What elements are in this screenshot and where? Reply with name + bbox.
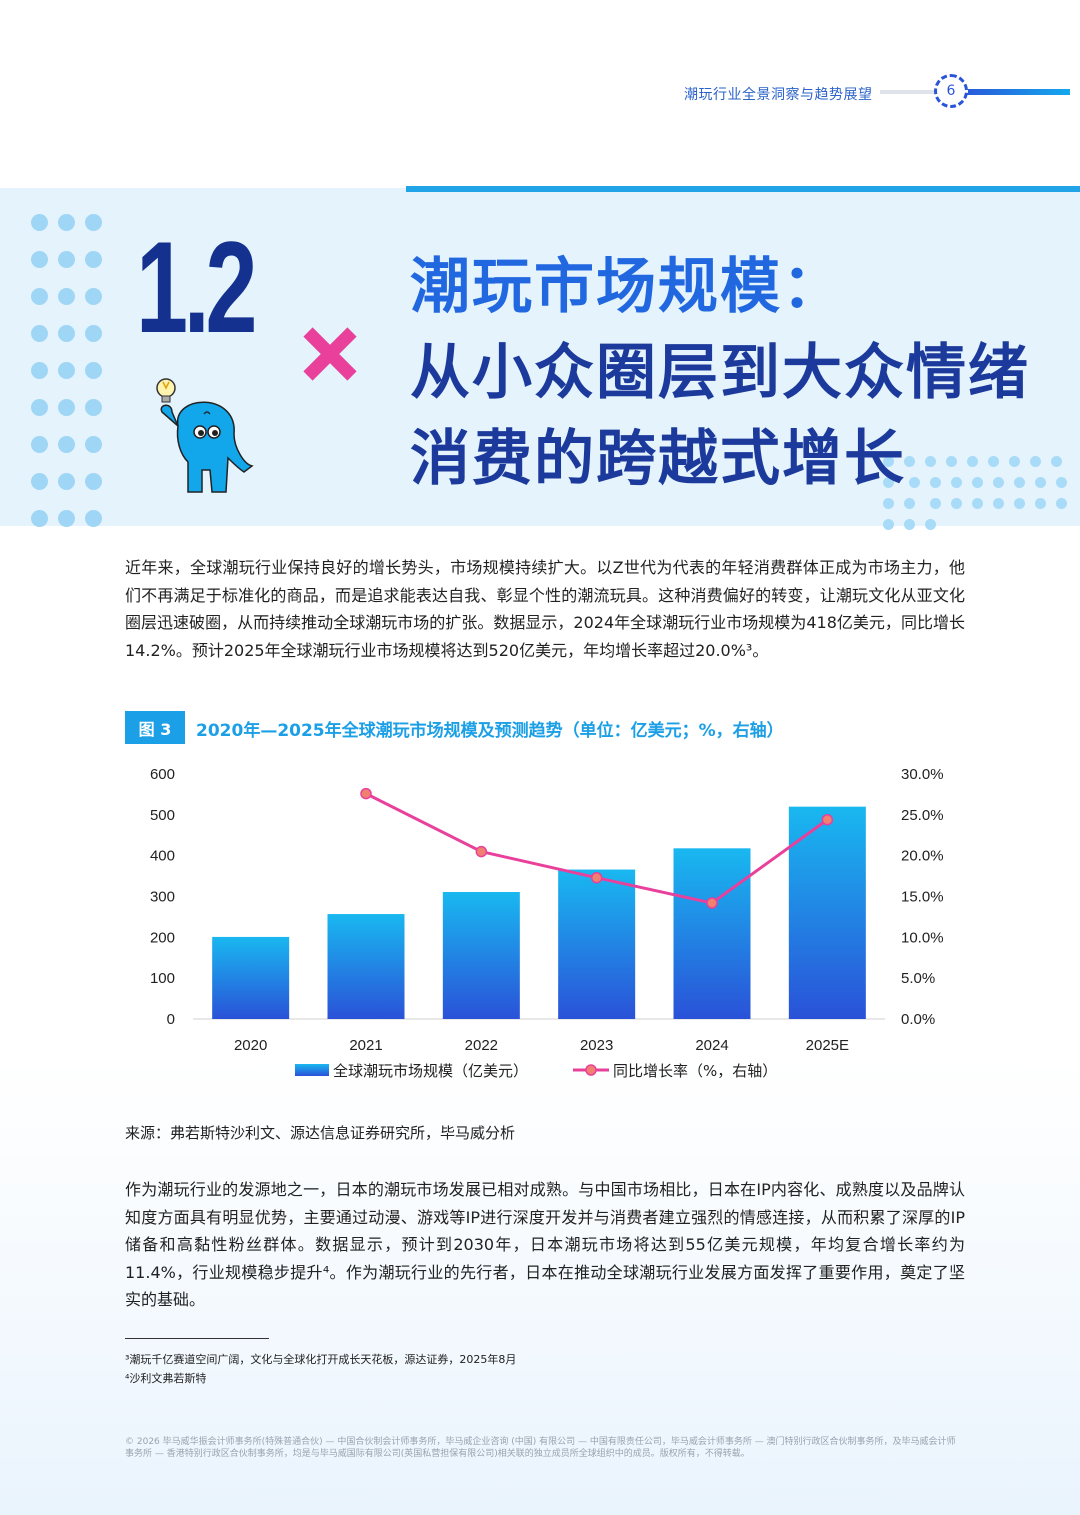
y-left-tick-label: 200 [150,929,175,946]
bar [212,936,290,1019]
footnote-3: ³潮玩千亿赛道空间广阔，文化与全球化打开成长天花板，源达证券，2025年8月 [125,1353,517,1366]
y-right-tick-label: 30.0% [901,766,944,783]
y-left-tick-label: 500 [150,807,175,824]
growth-rate-point [590,871,603,884]
x-tick-label: 2023 [580,1037,613,1054]
legend-bar-label: 全球潮玩市场规模（亿美元） [333,1062,528,1080]
mascot-illustration [156,378,254,493]
y-left-tick-label: 300 [150,889,175,906]
cross-icon [303,327,357,381]
x-tick-label: 2024 [695,1037,728,1054]
decorative-dots-right [878,456,1078,540]
intro-paragraph: 近年来，全球潮玩行业保持良好的增长势头，市场规模持续扩大。以Z世代为代表的年轻消… [125,558,965,660]
growth-rate-point [360,787,372,800]
y-left-tick-label: 400 [150,848,175,865]
footnote-divider [125,1338,269,1339]
legend-bar-swatch [295,1064,329,1076]
section-title: 潮玩市场规模： 从小众圈层到大众情绪 消费的跨越式增长 [410,244,1030,502]
y-right-tick-label: 0.0% [901,1011,935,1028]
running-header-title: 潮玩行业全景洞察与趋势展望 [684,87,873,103]
y-left-tick-label: 600 [150,766,175,783]
page-number: 6 [934,74,968,108]
legal-notice: © 2026 毕马威华振会计师事务所(特殊普通合伙) — 中国合伙制会计师事务所… [125,1437,956,1459]
legend-line-label: 同比增长率（%，右轴） [613,1062,777,1080]
x-tick-label: 2021 [349,1037,382,1054]
section-title-line2: 从小众圈层到大众情绪 [410,338,1030,408]
decorative-dots-left [26,214,110,547]
bar [673,848,751,1019]
y-right-tick-label: 15.0% [901,889,944,906]
hero-accent-bar [406,186,1080,192]
growth-rate-point [821,813,834,826]
x-tick-label: 2020 [234,1037,267,1054]
y-left-tick-label: 0 [167,1011,175,1028]
section-title-line3: 消费的跨越式增长 [410,424,906,494]
growth-rate-point [706,897,718,909]
section-title-line1: 潮玩市场规模： [410,252,844,322]
bar [442,892,520,1019]
section-hero [0,188,1080,526]
y-right-tick-label: 25.0% [901,807,944,824]
bar [788,806,866,1019]
y-right-tick-label: 20.0% [901,848,944,865]
x-tick-label: 2022 [465,1037,498,1054]
market-size-chart: 0 100 200 300 400 500 600 0.0% 5.0% 10.0% 15.0% 20.… [150,766,944,1080]
header-divider [880,90,940,94]
figure-source: 来源：弗若斯特沙利文、源达信息证券研究所，毕马威分析 [125,1124,516,1142]
bar [327,914,405,1019]
x-tick-label: 2025E [806,1037,849,1054]
legend-line-marker [585,1064,597,1076]
section-number: 1.2 [136,214,257,360]
figure-label: 图 3 [125,711,185,744]
bar [558,869,636,1019]
y-right-tick-label: 5.0% [901,970,935,987]
y-left-tick-label: 100 [150,970,175,987]
y-right-tick-label: 10.0% [901,929,944,946]
header-accent-bar [960,89,1070,95]
growth-rate-point [475,845,488,858]
japan-paragraph: 作为潮玩行业的发源地之一，日本的潮玩市场发展已相对成熟。与中国市场相比，日本在I… [125,1180,965,1309]
footnote-4: ⁴沙利文弗若斯特 [125,1372,207,1385]
figure-title: 2020年—2025年全球潮玩市场规模及预测趋势（单位：亿美元；%，右轴） [196,721,784,741]
